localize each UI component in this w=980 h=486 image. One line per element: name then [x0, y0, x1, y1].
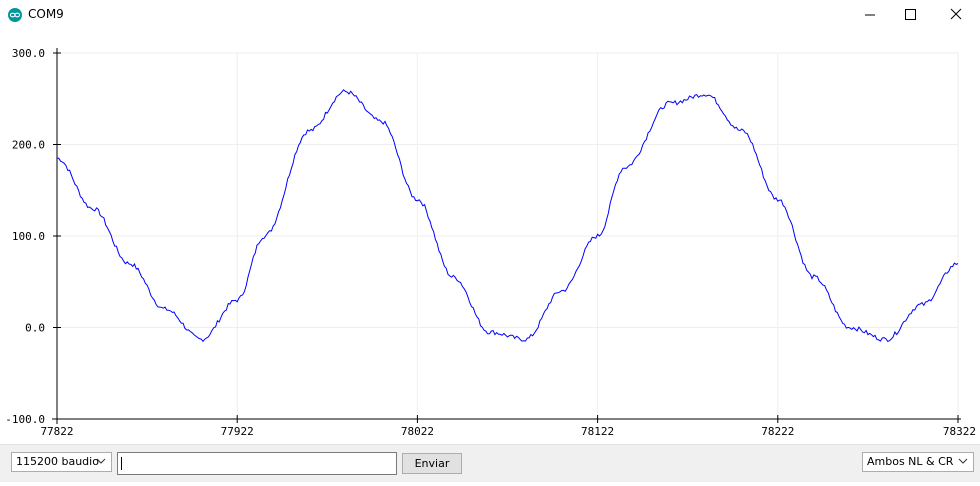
x-tick-label: 77922: [221, 425, 254, 438]
chevron-down-icon: [96, 458, 106, 464]
y-tick-label: 0.0: [25, 322, 45, 335]
y-tick-label: -100.0: [5, 413, 45, 426]
x-tick-label: 78122: [581, 425, 614, 438]
x-tick-label: 77822: [40, 425, 73, 438]
line-ending-select[interactable]: Ambos NL & CR: [862, 452, 974, 472]
send-input[interactable]: [117, 452, 397, 475]
send-button[interactable]: Enviar: [402, 453, 462, 474]
close-button[interactable]: [934, 0, 978, 30]
series-line: [57, 89, 959, 343]
line-ending-label: Ambos NL & CR: [867, 455, 954, 468]
minimize-button[interactable]: [848, 0, 892, 30]
bottom-toolbar: 115200 baudio Enviar Ambos NL & CR: [0, 444, 980, 483]
baud-rate-select[interactable]: 115200 baudio: [11, 452, 112, 472]
maximize-icon: [905, 9, 916, 20]
close-icon: [950, 8, 962, 20]
editor-background: [0, 482, 980, 486]
maximize-button[interactable]: [888, 0, 932, 30]
y-tick-label: 200.0: [12, 139, 45, 152]
title-bar: COM9: [0, 0, 980, 30]
y-tick-label: 100.0: [12, 230, 45, 243]
text-caret: [121, 457, 122, 470]
x-tick-label: 78222: [761, 425, 794, 438]
arduino-icon: [8, 8, 22, 22]
serial-plotter: 300.0 200.0 100.0 0.0 -100.0 77822 77922 78022 7…: [0, 30, 980, 444]
x-tick-label: 78322: [943, 425, 976, 438]
chevron-down-icon: [958, 458, 968, 464]
y-tick-label: 300.0: [12, 47, 45, 60]
baud-rate-label: 115200 baudio: [16, 455, 99, 468]
minimize-icon: [865, 14, 875, 16]
x-tick-label: 78022: [401, 425, 434, 438]
window-title: COM9: [28, 7, 64, 21]
